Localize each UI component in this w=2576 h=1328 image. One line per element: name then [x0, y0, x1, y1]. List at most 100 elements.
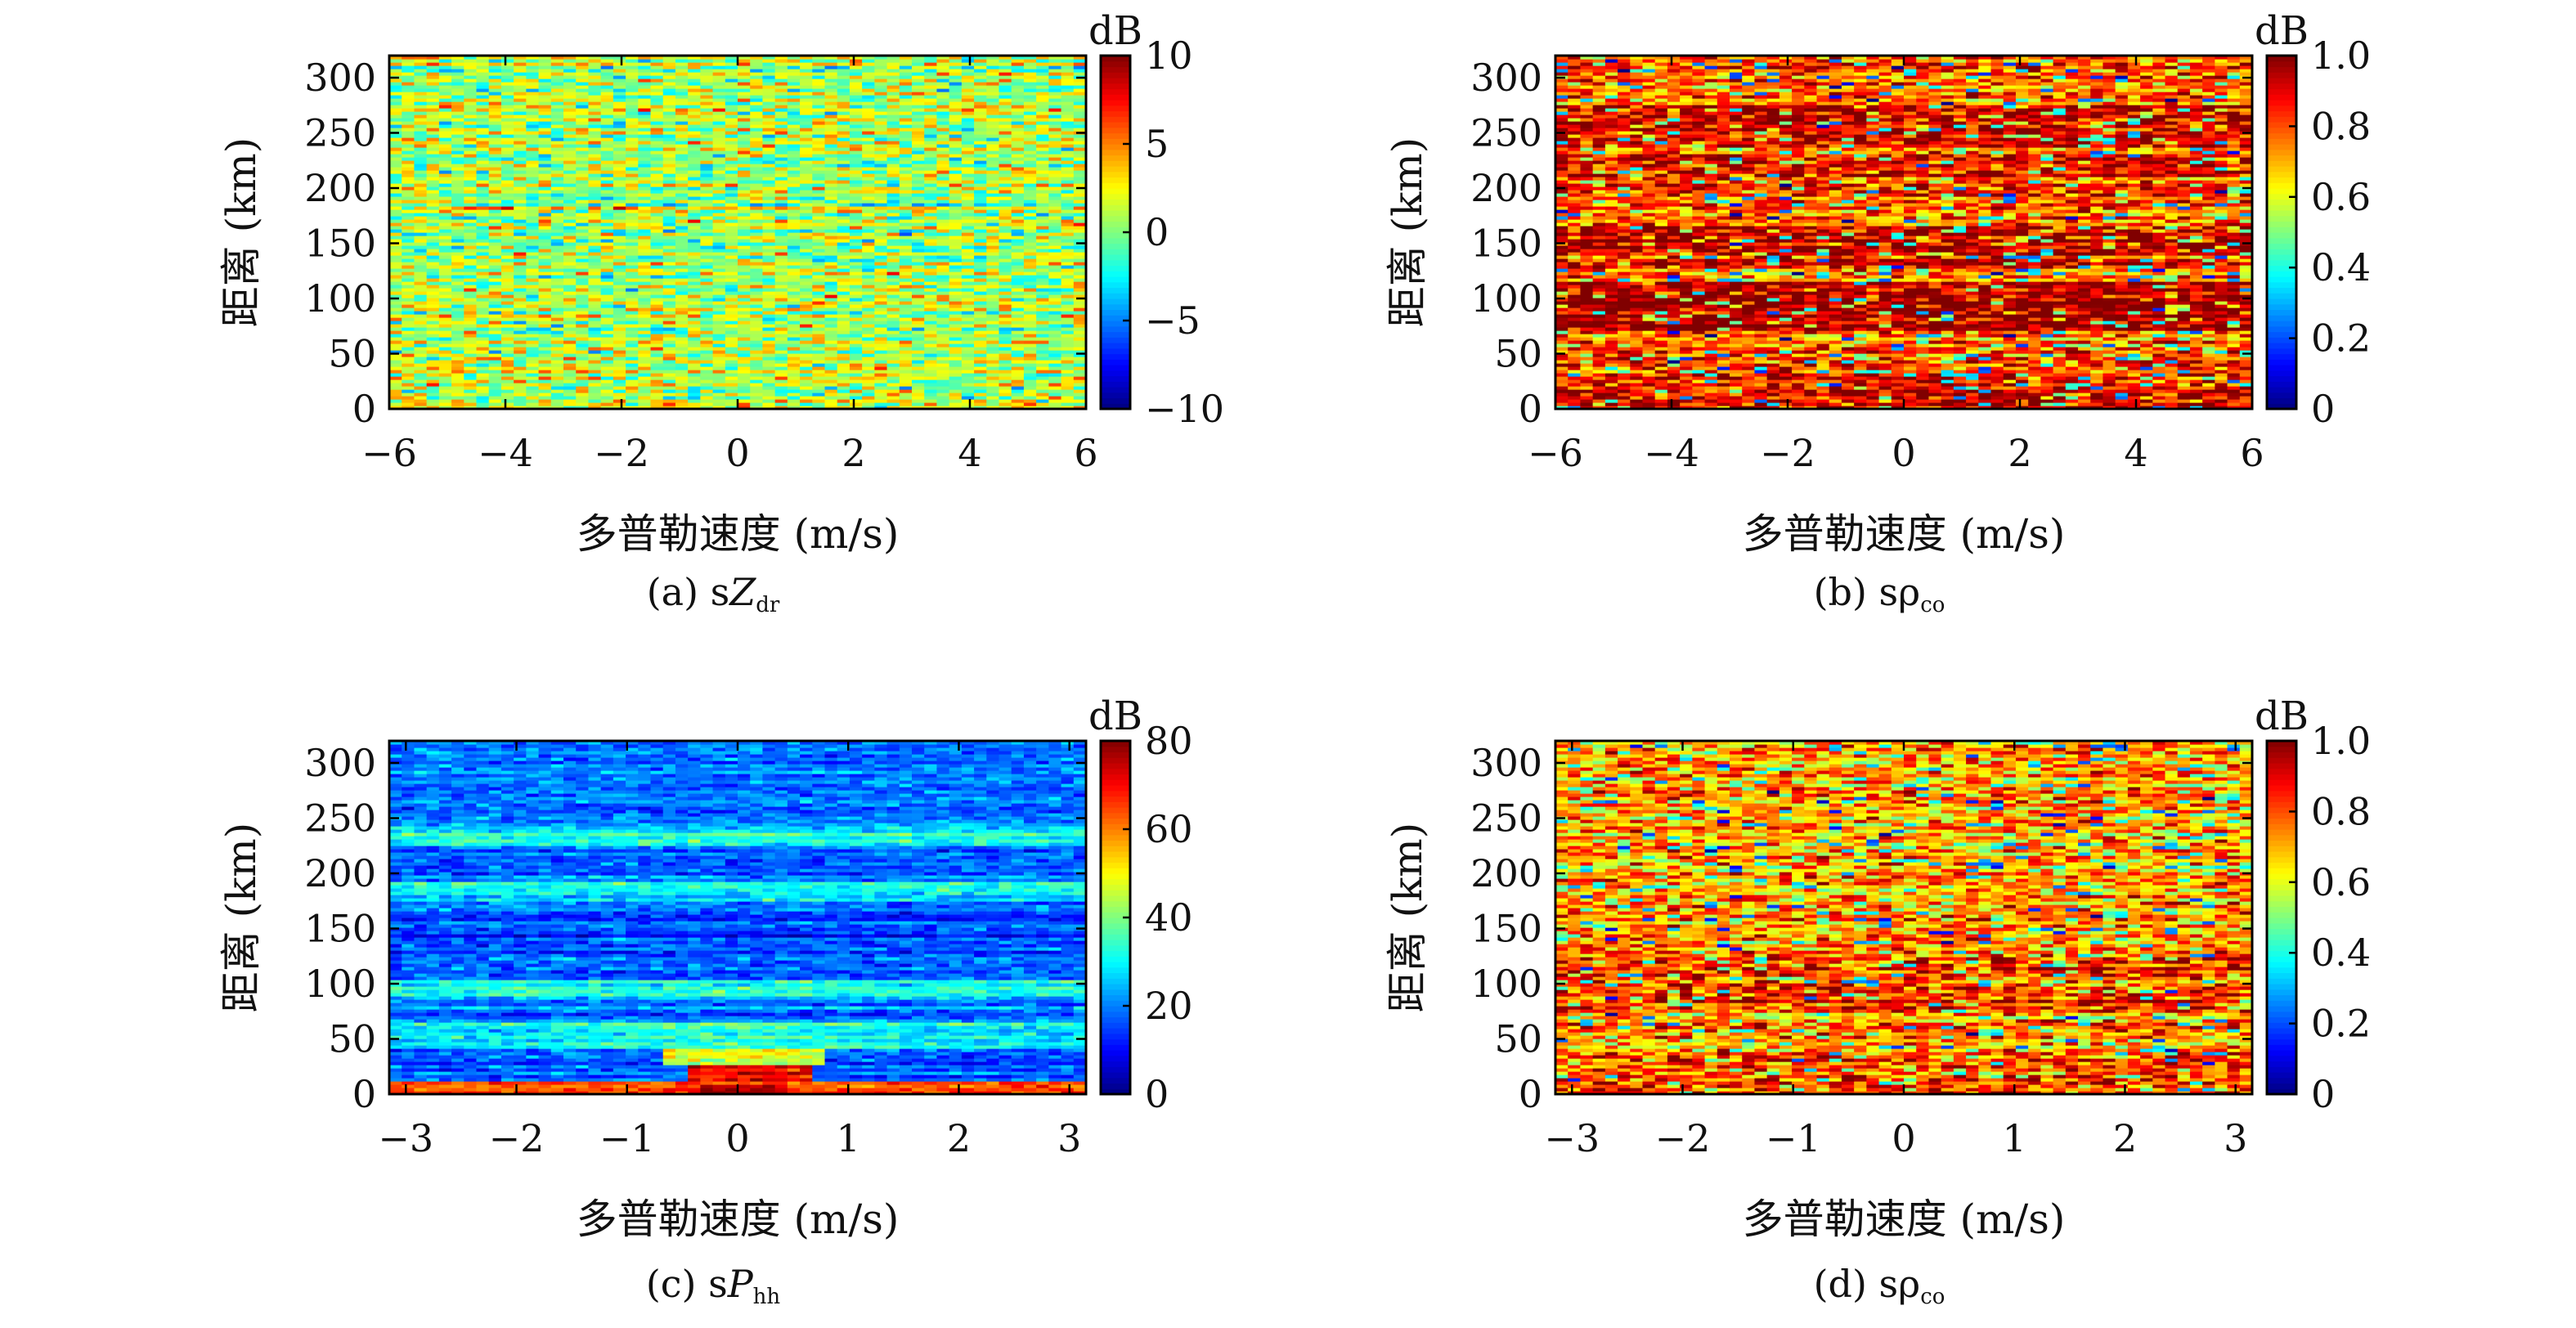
- heatmap-cell: [477, 307, 490, 312]
- heatmap-cell: [613, 383, 626, 387]
- heatmap-cell: [563, 239, 577, 243]
- heatmap-cell: [588, 209, 601, 213]
- heatmap-cell: [489, 402, 502, 406]
- heatmap-cell: [1036, 216, 1049, 220]
- heatmap-cell: [601, 291, 614, 295]
- heatmap-cell: [700, 180, 713, 184]
- heatmap-cell: [1074, 229, 1087, 233]
- heatmap-cell: [414, 265, 427, 269]
- heatmap-cell: [1012, 242, 1025, 246]
- heatmap-cell: [501, 252, 514, 256]
- heatmap-cell: [1074, 402, 1087, 406]
- heatmap-cell: [551, 177, 564, 181]
- heatmap-cell: [464, 147, 477, 151]
- heatmap-cell: [514, 180, 527, 184]
- heatmap-cell: [402, 170, 415, 174]
- heatmap-cell: [1048, 252, 1061, 256]
- heatmap-cell: [626, 252, 639, 256]
- heatmap-cell: [713, 193, 726, 197]
- heatmap-cell: [526, 164, 539, 168]
- heatmap-cell: [775, 222, 788, 227]
- heatmap-cell: [651, 307, 664, 312]
- heatmap-cell: [887, 150, 900, 155]
- heatmap-cell: [750, 216, 763, 220]
- heatmap-cell: [825, 379, 838, 384]
- heatmap-cell: [1048, 366, 1061, 370]
- heatmap-cell: [526, 379, 539, 384]
- heatmap-cell: [402, 402, 415, 406]
- heatmap-cell: [887, 262, 900, 266]
- heatmap-cell: [713, 373, 726, 377]
- heatmap-cell: [1012, 399, 1025, 403]
- heatmap-cell: [1012, 229, 1025, 233]
- heatmap-cell: [414, 157, 427, 161]
- heatmap-cell: [402, 317, 415, 321]
- heatmap-cell: [651, 327, 664, 331]
- heatmap-cell: [539, 393, 552, 397]
- heatmap-cell: [999, 265, 1012, 269]
- heatmap-cell: [626, 183, 639, 187]
- heatmap-cell: [949, 268, 963, 272]
- heatmap-cell: [464, 311, 477, 315]
- heatmap-cell: [999, 317, 1012, 321]
- heatmap-cell: [489, 186, 502, 191]
- heatmap-cell: [539, 383, 552, 387]
- heatmap-cell: [850, 209, 863, 213]
- heatmap-cell: [750, 350, 763, 354]
- heatmap-cell: [489, 363, 502, 367]
- heatmap-cell: [626, 363, 639, 367]
- heatmap-cell: [800, 154, 813, 158]
- heatmap-cell: [1024, 379, 1037, 384]
- heatmap-cell: [651, 150, 664, 155]
- heatmap-cell: [924, 128, 937, 132]
- heatmap-cell: [862, 213, 875, 217]
- heatmap-cell: [501, 258, 514, 262]
- heatmap-cell: [688, 147, 701, 151]
- heatmap-cell: [501, 307, 514, 312]
- heatmap-cell: [613, 209, 626, 213]
- heatmap-cell: [663, 389, 676, 393]
- heatmap-cell: [526, 360, 539, 364]
- heatmap-cell: [949, 124, 963, 128]
- heatmap-cell: [638, 393, 651, 397]
- heatmap-cell: [887, 190, 900, 194]
- heatmap-cell: [551, 311, 564, 315]
- heatmap-cell: [464, 370, 477, 374]
- heatmap-cell: [1012, 304, 1025, 308]
- heatmap-cell: [700, 196, 713, 200]
- heatmap-cell: [688, 314, 701, 318]
- heatmap-cell: [427, 271, 440, 276]
- heatmap-cell: [762, 275, 775, 279]
- heatmap-cell: [427, 383, 440, 387]
- heatmap-cell: [576, 291, 589, 295]
- heatmap-cell: [700, 206, 713, 210]
- heatmap-cell: [788, 311, 801, 315]
- heatmap-cell: [1074, 196, 1087, 200]
- heatmap-cell: [402, 128, 415, 132]
- heatmap-cell: [1012, 232, 1025, 236]
- heatmap-cell: [738, 200, 751, 204]
- heatmap-cell: [986, 334, 999, 338]
- heatmap-cell: [588, 347, 601, 351]
- heatmap-cell: [477, 252, 490, 256]
- heatmap-cell: [1061, 399, 1075, 403]
- heatmap-cell: [402, 131, 415, 135]
- heatmap-cell: [874, 271, 887, 276]
- heatmap-cell: [837, 360, 850, 364]
- heatmap-cell: [588, 285, 601, 289]
- heatmap-cell: [539, 285, 552, 289]
- heatmap-cell: [489, 278, 502, 282]
- heatmap-cell: [588, 167, 601, 171]
- heatmap-cell: [874, 294, 887, 298]
- heatmap-cell: [477, 134, 490, 138]
- heatmap-cell: [539, 324, 552, 328]
- heatmap-cell: [1074, 343, 1087, 348]
- heatmap-cell: [389, 347, 402, 351]
- heatmap-cell: [900, 118, 913, 122]
- heatmap-cell: [675, 206, 689, 210]
- heatmap-cell: [563, 311, 577, 315]
- heatmap-cell: [402, 219, 415, 223]
- heatmap-cell: [501, 285, 514, 289]
- heatmap-cell: [999, 216, 1012, 220]
- heatmap-cell: [912, 396, 925, 400]
